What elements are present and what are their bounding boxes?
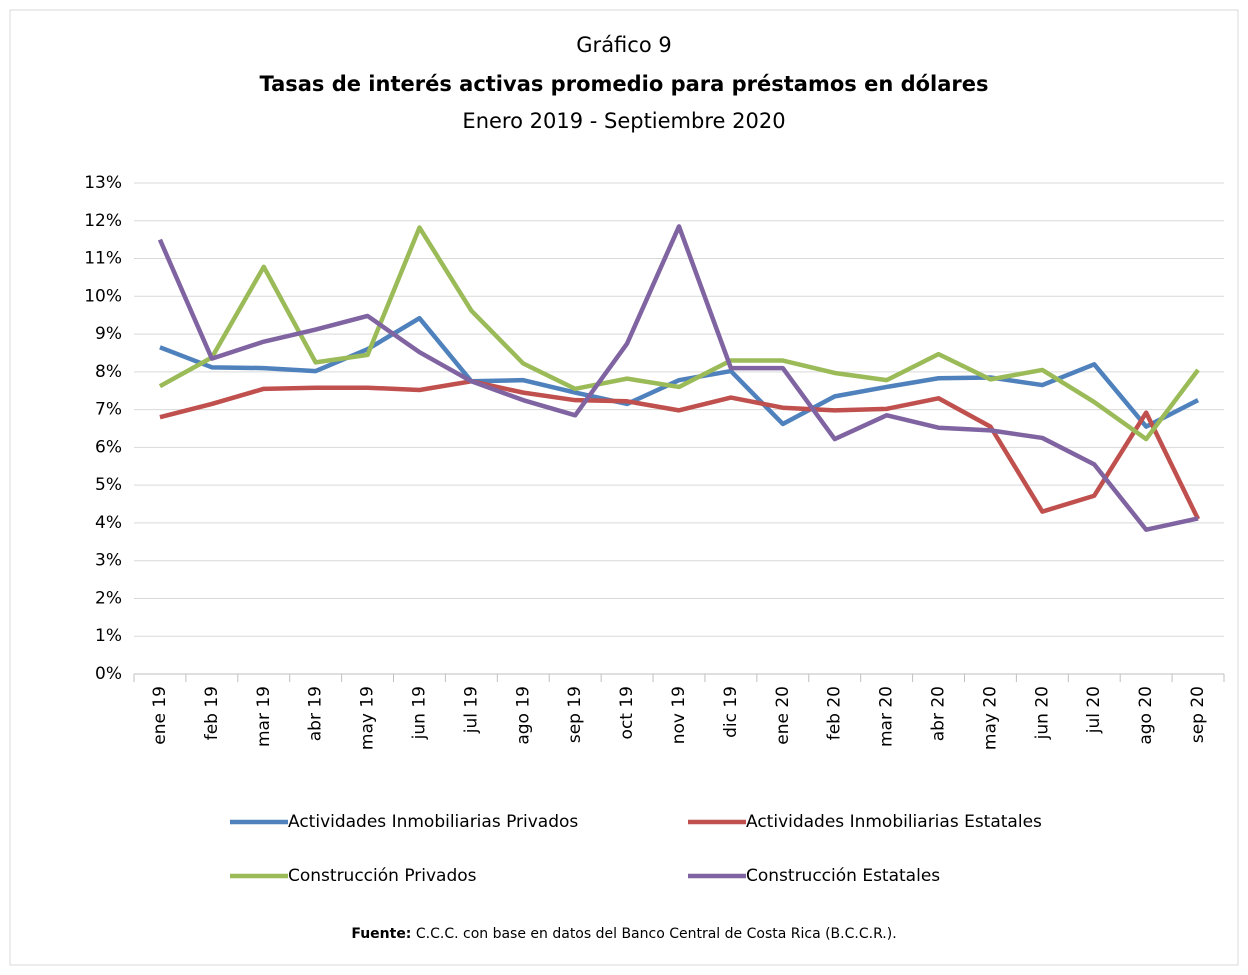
source-note: Fuente: C.C.C. con base en datos del Ban… bbox=[351, 926, 896, 942]
series-line bbox=[158, 225, 1200, 442]
y-tick-label: 12% bbox=[84, 211, 122, 231]
x-tick-label: mar 19 bbox=[254, 686, 274, 747]
y-tick-label: 11% bbox=[84, 249, 122, 269]
chart-period: Enero 2019 - Septiembre 2020 bbox=[462, 109, 785, 133]
x-tick-label: ago 19 bbox=[513, 686, 533, 745]
y-tick-label: 13% bbox=[84, 173, 122, 193]
y-tick-label: 3% bbox=[95, 551, 122, 571]
x-tick-label: jun 19 bbox=[409, 686, 429, 740]
chart-title: Gráfico 9 bbox=[576, 33, 671, 57]
x-tick-label: may 20 bbox=[980, 686, 1000, 750]
legend-label: Actividades Inmobiliarias Privados bbox=[288, 812, 578, 832]
legend-label: Construcción Privados bbox=[288, 866, 477, 886]
series-line bbox=[159, 315, 1200, 429]
y-tick-label: 4% bbox=[95, 513, 122, 533]
y-tick-label: 2% bbox=[95, 588, 122, 608]
y-tick-label: 10% bbox=[84, 286, 122, 306]
legend-label: Actividades Inmobiliarias Estatales bbox=[746, 812, 1042, 832]
y-tick-label: 9% bbox=[95, 324, 122, 344]
legend-label: Construcción Estatales bbox=[746, 866, 940, 886]
x-tick-label: ago 20 bbox=[1136, 686, 1156, 745]
x-tick-label: may 19 bbox=[358, 686, 378, 750]
y-tick-label: 6% bbox=[95, 437, 122, 457]
x-tick-label: oct 19 bbox=[617, 686, 637, 739]
x-tick-label: jun 20 bbox=[1032, 686, 1052, 740]
x-tick-label: abr 20 bbox=[929, 686, 949, 741]
x-tick-label: ene 19 bbox=[150, 686, 170, 745]
source-text: C.C.C. con base en datos del Banco Centr… bbox=[416, 926, 897, 942]
x-tick-label: ene 20 bbox=[773, 686, 793, 745]
series-line bbox=[159, 379, 1201, 521]
x-tick-label: sep 19 bbox=[565, 686, 585, 743]
x-tick-label: jul 19 bbox=[461, 686, 481, 734]
x-tick-label: feb 19 bbox=[202, 686, 222, 740]
y-tick-label: 0% bbox=[95, 664, 122, 684]
x-tick-label: abr 19 bbox=[306, 686, 326, 741]
series-line bbox=[157, 224, 1199, 532]
y-tick-label: 5% bbox=[95, 475, 122, 495]
chart-subtitle: Tasas de interés activas promedio para p… bbox=[259, 72, 988, 96]
y-tick-label: 7% bbox=[95, 400, 122, 420]
x-tick-label: jul 20 bbox=[1084, 686, 1104, 734]
x-tick-label: nov 19 bbox=[669, 686, 689, 744]
x-tick-label: dic 19 bbox=[721, 686, 741, 738]
x-tick-label: sep 20 bbox=[1188, 686, 1208, 743]
x-tick-label: feb 20 bbox=[825, 686, 845, 740]
y-tick-label: 8% bbox=[95, 362, 122, 382]
source-label: Fuente: bbox=[351, 926, 411, 942]
y-tick-label: 1% bbox=[95, 626, 122, 646]
x-tick-label: mar 20 bbox=[877, 686, 897, 747]
chart-frame bbox=[9, 9, 1239, 966]
